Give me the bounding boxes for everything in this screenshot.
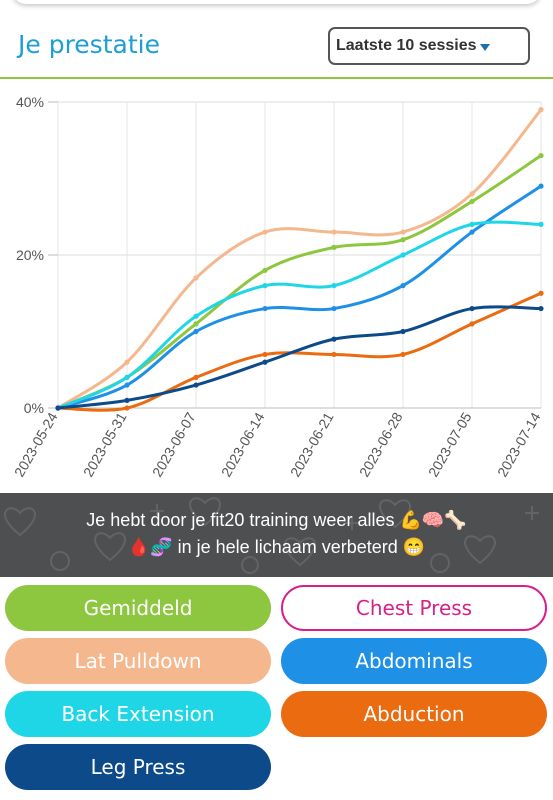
period-select[interactable]: Laatste 10 sessies xyxy=(328,27,530,65)
x-tick-label: 2023-07-14 xyxy=(494,409,544,479)
data-point-leg-press xyxy=(124,397,130,403)
y-tick-label: 0% xyxy=(24,400,44,416)
data-point-abduction xyxy=(193,374,199,380)
series-line-abduction xyxy=(56,291,543,412)
legend-button-chest-press[interactable]: Chest Press xyxy=(281,585,547,631)
series-line-back-extension xyxy=(56,220,543,410)
data-point-abduction xyxy=(124,405,130,411)
data-point-abdominals xyxy=(124,382,130,388)
data-point-leg-press xyxy=(55,405,61,411)
top-card xyxy=(12,0,541,4)
data-point-abdominals xyxy=(262,305,268,312)
data-point-back-extension xyxy=(538,221,544,227)
data-point-lat-pulldown xyxy=(193,275,199,281)
banner-line-1: Je hebt door je fit20 training weer alle… xyxy=(86,510,467,530)
x-tick-label: 2023-05-31 xyxy=(80,409,130,479)
data-point-abduction xyxy=(400,351,406,358)
y-tick-label: 40% xyxy=(16,94,44,110)
data-point-leg-press xyxy=(400,328,406,335)
data-point-leg-press xyxy=(331,336,337,342)
data-point-back-extension xyxy=(193,313,199,319)
x-tick-label: 2023-06-21 xyxy=(287,409,337,479)
y-axis-ticks: 0% 20% 40% xyxy=(16,94,58,416)
data-point-back-extension xyxy=(262,283,268,289)
data-point-lat-pulldown xyxy=(469,191,475,197)
series-line-gemiddeld xyxy=(56,154,543,410)
data-point-lat-pulldown xyxy=(124,359,130,365)
legend-button-back-extension[interactable]: Back Extension xyxy=(5,691,271,737)
series-line-leg-press xyxy=(56,305,543,410)
data-point-back-extension xyxy=(331,283,337,289)
data-point-gemiddeld xyxy=(193,321,199,327)
data-point-abduction xyxy=(469,321,475,327)
data-point-leg-press xyxy=(538,305,544,312)
period-select-label: Laatste 10 sessies xyxy=(336,37,477,54)
data-point-back-extension xyxy=(124,374,130,380)
legend-button-lat-pulldown[interactable]: Lat Pulldown xyxy=(5,638,271,684)
data-point-gemiddeld xyxy=(331,244,337,250)
legend-button-abdominals[interactable]: Abdominals xyxy=(281,638,547,684)
banner-line-2: 🩸🧬 in je hele lichaam verbeterd 😁 xyxy=(127,537,426,557)
data-point-leg-press xyxy=(262,359,268,365)
performance-chart: 0%20%40% 2023-05-24 2023-05-31 2023-06-07 2… xyxy=(11,94,544,480)
data-point-gemiddeld xyxy=(262,267,268,273)
data-point-gemiddeld xyxy=(538,152,544,159)
data-point-lat-pulldown xyxy=(400,229,406,235)
data-point-lat-pulldown xyxy=(538,107,544,113)
data-point-abduction xyxy=(331,351,337,358)
data-point-abdominals xyxy=(193,328,199,335)
data-point-abduction xyxy=(262,351,268,358)
grid xyxy=(57,101,542,409)
x-tick-label: 2023-05-24 xyxy=(11,409,61,479)
data-point-lat-pulldown xyxy=(262,229,268,235)
data-point-back-extension xyxy=(400,252,406,258)
x-axis-ticks: 2023-05-24 2023-05-31 2023-06-07 2023-06-14… xyxy=(11,409,544,479)
legend-button-leg-press[interactable]: Leg Press xyxy=(5,744,271,790)
banner-text: Je hebt door je fit20 training weer alle… xyxy=(0,507,553,561)
header-divider xyxy=(0,77,553,79)
data-point-lat-pulldown xyxy=(331,229,337,235)
data-point-abdominals xyxy=(538,183,544,189)
heart-pattern-icon xyxy=(4,497,539,574)
header: Je prestatie Laatste 10 sessies xyxy=(0,0,553,80)
series-line-lat-pulldown xyxy=(56,108,543,410)
data-point-abdominals xyxy=(331,305,337,312)
motivation-banner: Je hebt door je fit20 training weer alle… xyxy=(0,493,553,577)
legend-button-gemiddeld[interactable]: Gemiddeld xyxy=(5,585,271,631)
x-tick-label: 2023-07-05 xyxy=(425,409,475,479)
page-title: Je prestatie xyxy=(18,30,160,59)
data-point-gemiddeld xyxy=(400,237,406,243)
legend-button-abduction[interactable]: Abduction xyxy=(281,691,547,737)
data-point-leg-press xyxy=(469,305,475,312)
x-tick-label: 2023-06-07 xyxy=(149,409,199,479)
data-point-back-extension xyxy=(469,221,475,227)
data-point-gemiddeld xyxy=(469,198,475,205)
series-lines xyxy=(55,107,544,412)
data-point-abdominals xyxy=(469,229,475,235)
y-tick-label: 20% xyxy=(16,247,44,263)
data-point-abduction xyxy=(538,290,544,296)
data-point-leg-press xyxy=(193,382,199,388)
data-point-abdominals xyxy=(400,283,406,289)
x-tick-label: 2023-06-28 xyxy=(356,409,406,479)
x-tick-label: 2023-06-14 xyxy=(218,409,268,479)
chevron-down-icon xyxy=(479,43,490,51)
series-line-abdominals xyxy=(56,184,543,410)
